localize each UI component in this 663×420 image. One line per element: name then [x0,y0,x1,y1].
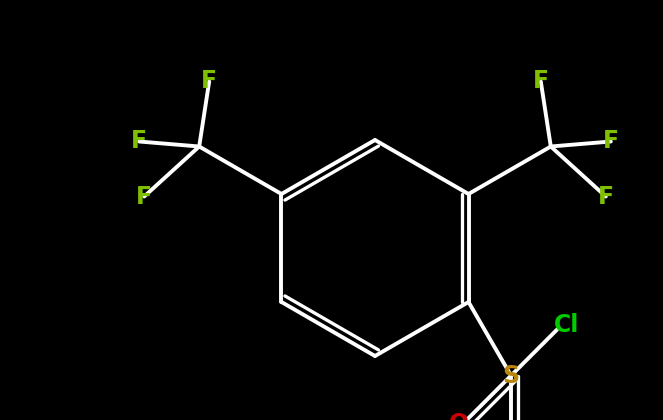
Text: F: F [201,69,217,94]
Text: F: F [131,129,147,153]
Text: S: S [503,364,520,388]
Text: F: F [533,69,549,94]
Text: F: F [598,184,614,208]
Text: O: O [449,412,469,420]
Text: F: F [603,129,619,153]
Text: Cl: Cl [554,312,579,337]
Text: F: F [136,184,152,208]
